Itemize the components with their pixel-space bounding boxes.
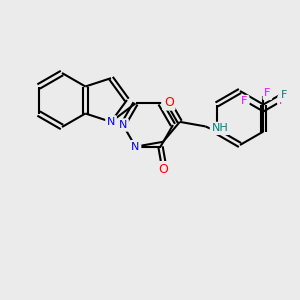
- Text: O: O: [159, 163, 169, 176]
- Text: F: F: [241, 97, 248, 106]
- Text: N: N: [107, 117, 115, 127]
- Text: N: N: [119, 120, 127, 130]
- Text: F: F: [279, 97, 285, 106]
- Text: NH: NH: [212, 123, 228, 134]
- Text: N: N: [131, 142, 140, 152]
- Text: F: F: [281, 91, 287, 100]
- Text: F: F: [264, 88, 271, 98]
- Text: O: O: [164, 96, 174, 109]
